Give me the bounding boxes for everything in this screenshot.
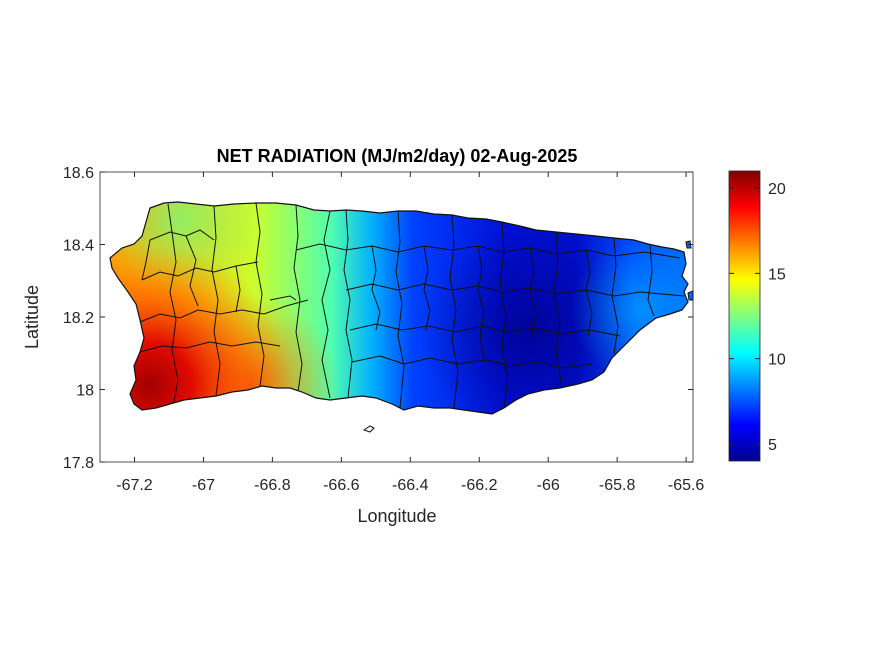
colorbar-ticks: 5 10 15 20 bbox=[729, 181, 786, 454]
chart-title: NET RADIATION (MJ/m2/day) 02-Aug-2025 bbox=[217, 146, 578, 166]
municipality-boundary bbox=[185, 235, 199, 307]
x-tick-label: -65.8 bbox=[599, 477, 636, 494]
x-tick-label: -66 bbox=[537, 477, 560, 494]
colorbar-tick-label: 15 bbox=[768, 266, 786, 283]
heat-overlay-east bbox=[110, 202, 688, 414]
municipality-boundary bbox=[139, 341, 281, 353]
y-axis: 17.8 18 18.2 18.4 18.6 bbox=[63, 165, 693, 472]
municipality-boundary bbox=[269, 295, 297, 301]
colorbar: 5 10 15 20 bbox=[728, 170, 786, 462]
x-tick-label: -65.6 bbox=[668, 477, 705, 494]
municipality-boundary bbox=[211, 205, 221, 397]
y-tick-label: 18.6 bbox=[63, 165, 94, 182]
municipality-boundary bbox=[585, 249, 593, 337]
municipality-boundary bbox=[647, 243, 655, 317]
municipality-boundaries bbox=[139, 202, 685, 409]
caja-de-muertos-islet bbox=[362, 425, 375, 433]
municipality-boundary bbox=[139, 299, 309, 323]
y-tick-label: 18 bbox=[76, 383, 94, 400]
municipality-boundary bbox=[167, 203, 179, 403]
colorbar-tick-label: 10 bbox=[768, 352, 786, 369]
municipality-boundary bbox=[449, 214, 459, 409]
colorbar-bar bbox=[728, 170, 761, 462]
municipality-boundary bbox=[395, 210, 405, 409]
municipality-boundary bbox=[529, 247, 537, 337]
municipality-boundary bbox=[293, 204, 303, 393]
municipality-boundary bbox=[371, 245, 381, 331]
island-outline bbox=[109, 201, 689, 415]
y-tick-label: 18.4 bbox=[63, 238, 94, 255]
municipality-boundary bbox=[477, 245, 485, 361]
x-tick-label: -67.2 bbox=[116, 477, 153, 494]
municipality-boundary bbox=[351, 355, 593, 369]
x-axis: -67.2 -67 -66.8 -66.6 -66.4 -66.2 -66 -65.8 -65.… bbox=[116, 172, 704, 494]
colorbar-tick-label: 20 bbox=[768, 181, 786, 198]
y-tick-label: 17.8 bbox=[63, 455, 94, 472]
colorbar-tick-label: 5 bbox=[768, 437, 777, 454]
x-tick-label: -66.6 bbox=[323, 477, 360, 494]
heatmap-layer bbox=[109, 201, 694, 433]
x-tick-label: -66.4 bbox=[392, 477, 429, 494]
y-tick-label: 18.2 bbox=[63, 310, 94, 327]
municipality-boundary bbox=[321, 210, 331, 399]
municipality-boundary bbox=[141, 239, 151, 281]
x-axis-label: Longitude bbox=[357, 506, 436, 526]
municipality-boundary bbox=[423, 245, 431, 331]
x-tick-label: -66.8 bbox=[254, 477, 291, 494]
x-tick-label: -66.2 bbox=[461, 477, 498, 494]
x-tick-label: -67 bbox=[192, 477, 215, 494]
y-axis-label: Latitude bbox=[22, 285, 42, 349]
municipality-boundary bbox=[553, 231, 563, 389]
municipality-boundary bbox=[255, 202, 265, 387]
east-islet bbox=[687, 290, 694, 301]
heatmap-overlays bbox=[110, 202, 688, 414]
municipality-boundary bbox=[343, 209, 353, 399]
municipality-boundary bbox=[345, 283, 685, 297]
municipality-boundary bbox=[235, 265, 241, 313]
